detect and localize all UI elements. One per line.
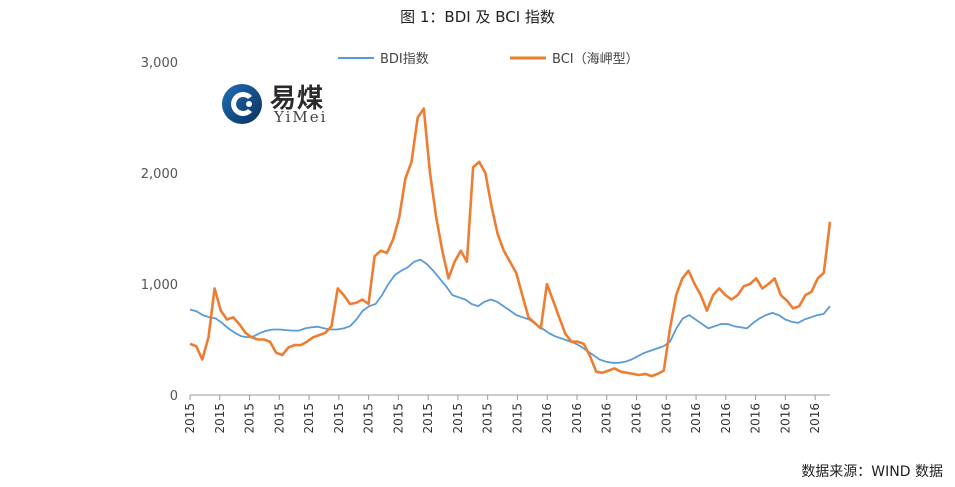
y-tick-label: 3,000 xyxy=(141,56,178,71)
series-line-bci xyxy=(189,107,832,378)
x-tick-label: 2016 xyxy=(630,403,644,434)
x-tick-label: 2016 xyxy=(659,403,673,434)
legend-label: BCI（海岬型） xyxy=(552,52,639,67)
x-axis: 2015 2015 2015 2015 2015 2015 2015 2015 2015 2015… xyxy=(183,394,830,434)
x-tick-label: 2016 xyxy=(808,403,822,434)
source-note: 数据来源：WIND 数据 xyxy=(801,464,943,480)
x-tick-label: 2015 xyxy=(481,403,495,434)
y-tick-label: 2,000 xyxy=(141,167,178,182)
x-tick-label: 2015 xyxy=(183,403,197,434)
logo-mark-icon xyxy=(222,84,262,124)
series-lines xyxy=(189,107,832,378)
logo-name: 易煤 xyxy=(270,84,325,114)
x-tick-label: 2016 xyxy=(749,403,763,434)
y-tick-label: 1,000 xyxy=(141,278,178,293)
x-tick-label: 2016 xyxy=(719,403,733,434)
x-tick-label: 2015 xyxy=(451,403,465,434)
x-tick-label: 2015 xyxy=(362,403,376,434)
x-tick-label: 2015 xyxy=(391,403,405,434)
x-tick-label: 2016 xyxy=(600,403,614,434)
logo-sub: YiMei xyxy=(274,108,328,126)
y-tick-label: 0 xyxy=(170,389,178,404)
x-tick-label: 2015 xyxy=(510,403,524,434)
x-tick-label: 2015 xyxy=(421,403,435,434)
x-tick-label: 2016 xyxy=(570,403,584,434)
series-line-bdi xyxy=(189,258,831,364)
x-tick-label: 2015 xyxy=(243,403,257,434)
x-tick-label: 2015 xyxy=(302,403,316,434)
x-tick-label: 2016 xyxy=(540,403,554,434)
y-axis: 0 1,000 2,000 3,000 xyxy=(141,56,178,404)
logo: 易煤 YiMei xyxy=(220,80,370,130)
x-tick-label: 2016 xyxy=(689,403,703,434)
x-tick-label: 2016 xyxy=(778,403,792,434)
legend: BDI指数 BCI（海岬型） xyxy=(338,52,639,67)
x-tick-label: 2015 xyxy=(213,403,227,434)
x-tick-label: 2015 xyxy=(332,403,346,434)
x-tick-label: 2015 xyxy=(272,403,286,434)
chart-title: 图 1：BDI 及 BCI 指数 xyxy=(400,8,555,26)
legend-label: BDI指数 xyxy=(380,52,429,67)
